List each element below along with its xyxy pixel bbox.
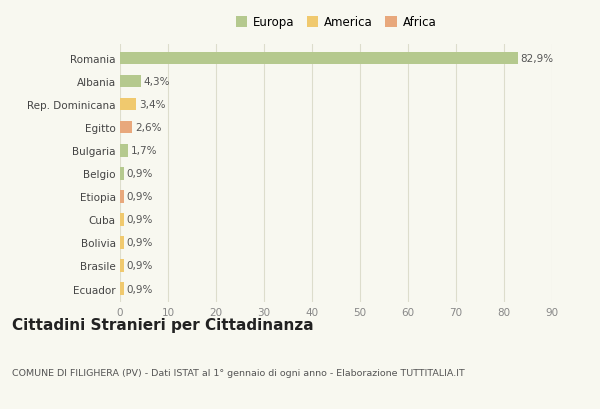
Text: COMUNE DI FILIGHERA (PV) - Dati ISTAT al 1° gennaio di ogni anno - Elaborazione : COMUNE DI FILIGHERA (PV) - Dati ISTAT al… [12, 368, 465, 377]
Text: 0,9%: 0,9% [127, 284, 153, 294]
Bar [120, 168, 124, 180]
Text: 2,6%: 2,6% [135, 123, 161, 133]
Text: 82,9%: 82,9% [520, 54, 553, 64]
Bar [120, 121, 133, 134]
Text: 1,7%: 1,7% [131, 146, 157, 156]
Text: 0,9%: 0,9% [127, 169, 153, 179]
Bar [120, 144, 128, 157]
Text: Cittadini Stranieri per Cittadinanza: Cittadini Stranieri per Cittadinanza [12, 317, 314, 332]
Bar [120, 283, 124, 295]
Text: 3,4%: 3,4% [139, 100, 165, 110]
Bar [120, 260, 124, 272]
Text: 4,3%: 4,3% [143, 77, 170, 87]
Text: 0,9%: 0,9% [127, 261, 153, 271]
Text: 0,9%: 0,9% [127, 215, 153, 225]
Legend: Europa, America, Africa: Europa, America, Africa [231, 11, 441, 34]
Bar [120, 52, 518, 65]
Bar [120, 76, 140, 88]
Bar [120, 213, 124, 226]
Bar [120, 191, 124, 203]
Text: 0,9%: 0,9% [127, 238, 153, 248]
Text: 0,9%: 0,9% [127, 192, 153, 202]
Bar [120, 99, 136, 111]
Bar [120, 236, 124, 249]
